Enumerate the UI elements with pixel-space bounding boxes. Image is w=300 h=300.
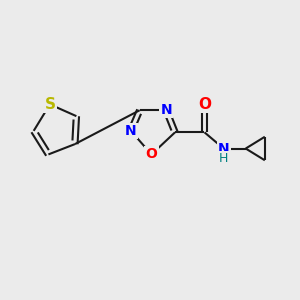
Text: S: S [44, 97, 56, 112]
Text: N: N [125, 124, 137, 138]
Text: N: N [160, 103, 172, 117]
Text: N: N [218, 142, 230, 155]
Text: O: O [146, 147, 158, 161]
Text: O: O [198, 97, 211, 112]
Text: H: H [219, 152, 228, 165]
